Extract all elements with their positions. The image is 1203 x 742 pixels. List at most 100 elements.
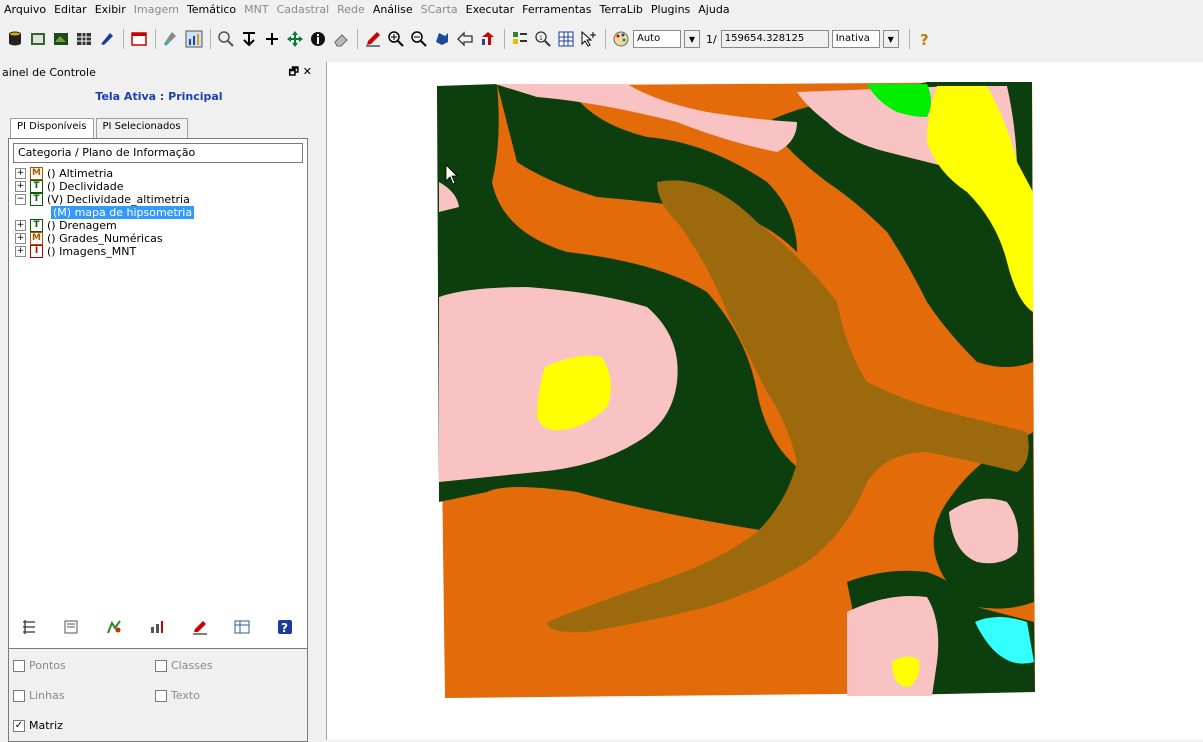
tree-item-label: () Declividade <box>47 180 124 193</box>
classes-option[interactable]: Classes <box>155 659 212 672</box>
legend-icon[interactable] <box>509 28 531 50</box>
matrix-label: Matriz <box>29 719 63 732</box>
refresh-icon[interactable] <box>477 28 499 50</box>
tree-item[interactable]: − T (V) Declividade_altimetria <box>15 192 190 207</box>
tree-item-label: () Altimetria <box>47 167 114 180</box>
zoom-in-icon[interactable] <box>385 28 407 50</box>
scale-mode-select[interactable]: Auto <box>633 30 681 48</box>
lines-label: Linhas <box>29 689 65 702</box>
tree-item-label: () Grades_Numéricas <box>47 232 163 245</box>
tree-item[interactable]: + M () Grades_Numéricas <box>15 231 163 246</box>
menu-item-14[interactable]: Ajuda <box>698 3 730 16</box>
edit-shape-icon[interactable] <box>96 28 118 50</box>
expand-icon[interactable]: + <box>15 220 26 231</box>
checkbox[interactable] <box>13 659 25 672</box>
layer-type-icon: T <box>30 219 43 232</box>
brush-icon[interactable] <box>160 28 182 50</box>
cursor-plus-icon[interactable] <box>578 28 600 50</box>
tree-item[interactable]: + I () Imagens_MNT <box>15 244 136 259</box>
layer-type-icon: M <box>30 232 43 245</box>
expand-icon[interactable]: + <box>15 181 26 192</box>
region-pink <box>949 498 1019 564</box>
state-select[interactable]: Inativa <box>831 30 880 48</box>
checkbox[interactable] <box>155 659 167 672</box>
menu-item-8[interactable]: Análise <box>372 3 413 16</box>
cursor-icon <box>445 164 458 185</box>
chevron-down-icon[interactable]: ▼ <box>684 30 700 48</box>
menu-item-9[interactable]: SCarta <box>420 3 458 16</box>
tab-selected[interactable]: PI Selecionados <box>95 118 188 138</box>
layer-tree: Categoria / Plano de Informação + M () Alt… <box>8 138 308 674</box>
tab-available[interactable]: PI Disponíveis <box>10 118 94 138</box>
menu-item-4[interactable]: Temático <box>186 3 237 16</box>
eraser-icon[interactable] <box>330 28 352 50</box>
panel-toolbar: ? <box>8 612 306 642</box>
plus-icon[interactable] <box>261 28 283 50</box>
database-icon[interactable] <box>4 28 26 50</box>
menu-item-12[interactable]: TerraLib <box>599 3 643 16</box>
pan-icon[interactable] <box>284 28 306 50</box>
layer-icon[interactable] <box>27 28 49 50</box>
info-icon[interactable] <box>307 28 329 50</box>
panel-tabs: PI Disponíveis PI Selecionados <box>10 118 190 138</box>
collapse-icon[interactable]: − <box>15 194 26 205</box>
matrix-option[interactable]: ✓ Matriz <box>13 719 63 732</box>
chevron-down-icon[interactable]: ▼ <box>882 30 899 48</box>
zoom-area-icon[interactable] <box>431 28 453 50</box>
text-option[interactable]: Texto <box>155 689 200 702</box>
menu-item-10[interactable]: Executar <box>465 3 515 16</box>
lines-option[interactable]: Linhas <box>13 689 65 702</box>
chart-bar-icon[interactable] <box>149 619 165 635</box>
separator <box>504 29 505 49</box>
window-icon[interactable] <box>128 28 150 50</box>
table-view-icon[interactable] <box>234 619 250 635</box>
separator <box>210 29 211 49</box>
expand-icon[interactable]: + <box>15 168 26 179</box>
points-option[interactable]: Pontos <box>13 659 66 672</box>
panel-controls[interactable]: 🗗 ✕ <box>288 64 312 78</box>
tree-item[interactable]: + M () Altimetria <box>15 166 113 181</box>
menu-item-0[interactable]: Arquivo <box>4 3 47 16</box>
measure-icon[interactable]: 1 <box>532 28 554 50</box>
table-icon[interactable] <box>73 28 95 50</box>
menu-item-3[interactable]: Imagem <box>133 3 179 16</box>
menu-item-7[interactable]: Rede <box>337 3 365 16</box>
region-pink <box>495 84 797 152</box>
menu-item-11[interactable]: Ferramentas <box>522 3 592 16</box>
region-yellow <box>892 656 920 687</box>
map-area <box>437 82 1035 698</box>
checkbox[interactable] <box>13 689 25 702</box>
tree-item-label: (M) mapa de hipsometria <box>51 206 195 219</box>
select-icon[interactable] <box>238 28 260 50</box>
visual-icon[interactable] <box>106 619 122 635</box>
theme-icon[interactable] <box>50 28 72 50</box>
expand-icon[interactable]: + <box>15 233 26 244</box>
zoom-icon[interactable] <box>215 28 237 50</box>
chart-icon[interactable] <box>183 28 205 50</box>
tree-item[interactable]: + T () Declividade <box>15 179 124 194</box>
help-icon[interactable]: ? <box>914 28 936 50</box>
help-icon[interactable]: ? <box>277 619 293 635</box>
menu-item-13[interactable]: Plugins <box>650 3 691 16</box>
scale-value-field[interactable]: 159654.328125 <box>720 30 829 48</box>
menu-item-2[interactable]: Exibir <box>94 3 126 16</box>
visual-options: Pontos Classes Linhas Texto ✓ Matriz <box>8 648 308 742</box>
map-canvas[interactable] <box>326 62 1203 740</box>
menu-item-5[interactable]: MNT <box>244 3 269 16</box>
list-icon[interactable] <box>21 619 37 635</box>
expand-icon[interactable]: + <box>15 246 26 257</box>
checkbox-checked[interactable]: ✓ <box>13 719 25 732</box>
pencil-icon[interactable] <box>362 28 384 50</box>
menu-item-6[interactable]: Cadastral <box>276 3 330 16</box>
zoom-out-icon[interactable] <box>408 28 430 50</box>
grid-icon[interactable] <box>555 28 577 50</box>
checkbox[interactable] <box>155 689 167 702</box>
back-icon[interactable] <box>454 28 476 50</box>
region-green <box>867 84 931 117</box>
tree-item[interactable]: + T () Drenagem <box>15 218 117 233</box>
add-view-icon[interactable] <box>64 619 80 635</box>
tree-child-item[interactable]: (M) mapa de hipsometria <box>51 205 195 220</box>
menu-item-1[interactable]: Editar <box>54 3 87 16</box>
draw-icon[interactable] <box>192 619 208 635</box>
palette-icon[interactable] <box>610 28 632 50</box>
